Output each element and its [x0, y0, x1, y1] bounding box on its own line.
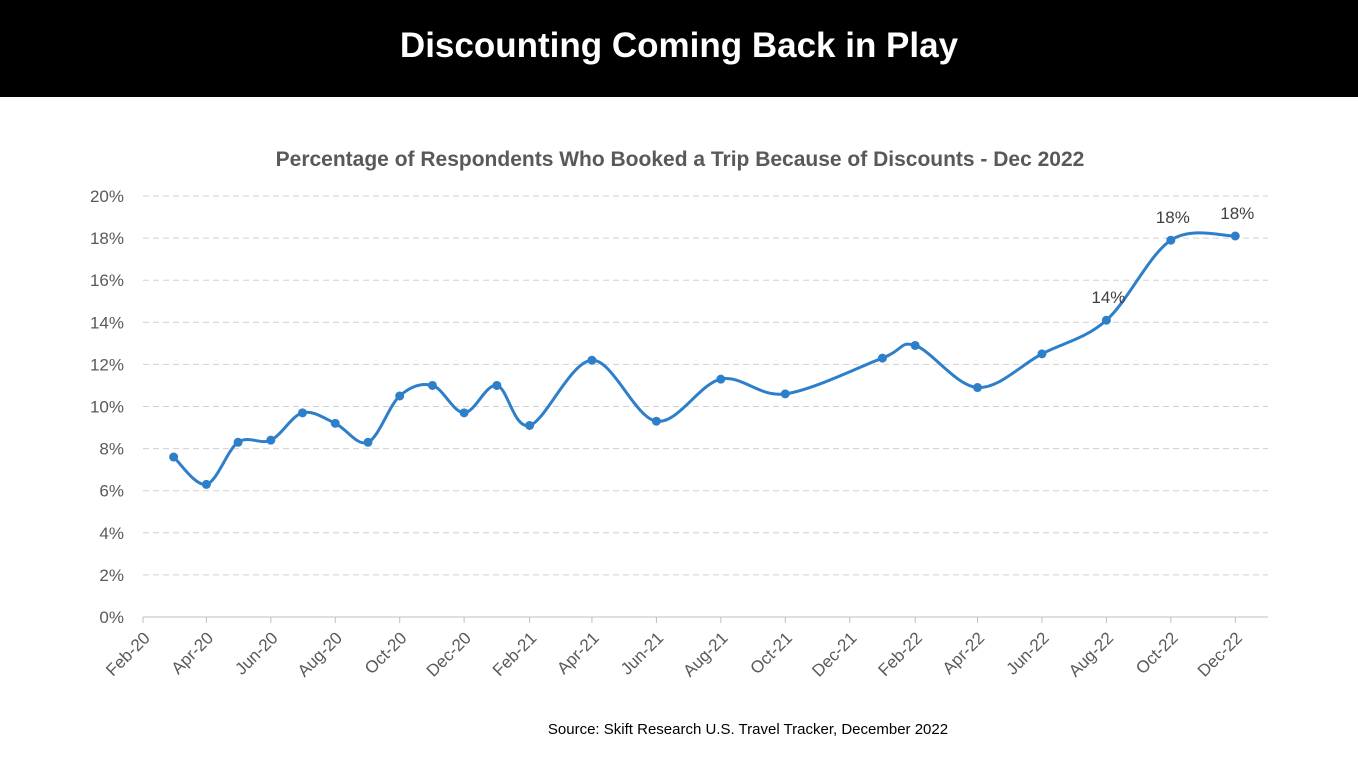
data-point: [395, 391, 405, 401]
y-tick-label: 6%: [99, 482, 124, 501]
data-point: [716, 374, 726, 384]
data-point: [525, 420, 535, 430]
y-tick-label: 12%: [90, 355, 124, 374]
x-tick-label: Feb-20: [102, 628, 154, 680]
y-tick-label: 16%: [90, 271, 124, 290]
data-label: 14%: [1091, 288, 1125, 307]
data-point: [201, 479, 211, 489]
data-point: [1037, 349, 1047, 359]
y-tick-label: 8%: [99, 440, 124, 459]
x-tick-label: Aug-20: [294, 628, 346, 680]
data-point: [298, 408, 308, 418]
x-tick-label: Feb-21: [489, 628, 541, 680]
data-point: [233, 437, 243, 447]
x-tick-label: Dec-22: [1194, 628, 1246, 680]
x-tick-label: Dec-20: [423, 628, 475, 680]
data-point: [330, 418, 340, 428]
y-tick-label: 10%: [90, 398, 124, 417]
x-tick-label: Jun-21: [617, 628, 667, 678]
data-point: [780, 389, 790, 399]
data-point: [973, 383, 983, 393]
x-tick-label: Oct-21: [747, 628, 797, 678]
data-point: [587, 355, 597, 365]
data-point: [1230, 231, 1240, 241]
data-point: [877, 353, 887, 363]
data-point: [363, 437, 373, 447]
data-point: [651, 416, 661, 426]
data-point: [427, 380, 437, 390]
x-tick-label: Apr-21: [553, 628, 603, 678]
source-note: Source: Skift Research U.S. Travel Track…: [547, 721, 949, 738]
x-tick-label: Oct-20: [361, 628, 411, 678]
x-tick-label: Apr-22: [939, 628, 989, 678]
data-point: [1101, 315, 1111, 325]
y-tick-label: 4%: [99, 524, 124, 543]
x-tick-label: Apr-20: [168, 628, 218, 678]
data-label: 18%: [1156, 208, 1190, 227]
data-point: [492, 380, 502, 390]
series-line: [172, 231, 1236, 486]
data-point: [266, 435, 276, 445]
data-point: [910, 340, 920, 350]
data-point: [1166, 235, 1176, 245]
x-tick-label: Jun-20: [231, 628, 281, 678]
x-tick-label: Dec-21: [808, 628, 860, 680]
x-tick-label: Aug-21: [679, 628, 731, 680]
title-banner: Discounting Coming Back in Play: [0, 0, 1358, 97]
x-tick-label: Oct-22: [1132, 628, 1182, 678]
chart-title: Percentage of Respondents Who Booked a T…: [275, 148, 1085, 171]
y-tick-label: 0%: [99, 608, 124, 627]
data-point: [169, 452, 179, 462]
y-tick-label: 18%: [90, 229, 124, 248]
x-tick-label: Jun-22: [1003, 628, 1053, 678]
data-point: [459, 408, 469, 418]
x-tick-label: Feb-22: [874, 628, 926, 680]
x-tick-label: Aug-22: [1065, 628, 1117, 680]
y-tick-label: 20%: [90, 187, 124, 206]
data-label: 18%: [1220, 204, 1254, 223]
y-tick-label: 14%: [90, 313, 124, 332]
page-title: Discounting Coming Back in Play: [399, 25, 959, 65]
y-tick-label: 2%: [99, 566, 124, 585]
